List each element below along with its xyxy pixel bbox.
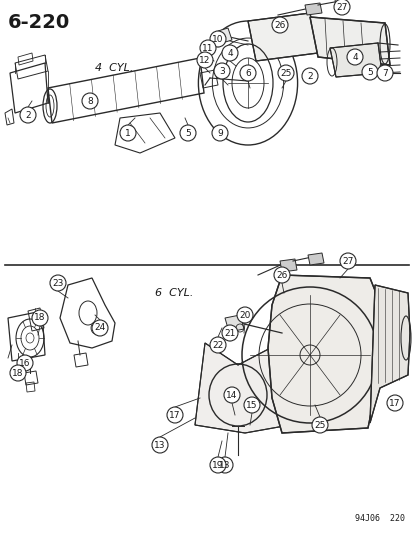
Circle shape [216,457,233,473]
Circle shape [92,320,108,336]
Text: 5: 5 [366,68,372,77]
Polygon shape [247,13,317,61]
Polygon shape [224,315,243,332]
Ellipse shape [233,391,242,399]
Circle shape [20,107,36,123]
Circle shape [82,93,98,109]
Text: 13: 13 [154,440,165,449]
Circle shape [32,310,48,326]
Circle shape [221,45,237,61]
Circle shape [211,125,228,141]
Text: 14: 14 [226,391,237,400]
Circle shape [301,68,317,84]
Text: 18: 18 [12,368,24,377]
Text: 24: 24 [94,324,105,333]
Text: 19: 19 [212,461,223,470]
Polygon shape [334,0,345,8]
Circle shape [209,337,225,353]
Circle shape [240,65,255,81]
Circle shape [120,125,136,141]
Text: 8: 8 [87,96,93,106]
Polygon shape [369,285,409,423]
Polygon shape [307,253,323,265]
Text: 16: 16 [19,359,31,367]
Text: 18: 18 [34,313,46,322]
Circle shape [361,64,377,80]
Text: 10: 10 [212,35,223,44]
Text: 2: 2 [306,71,312,80]
Circle shape [166,407,183,423]
Text: 6-220: 6-220 [8,13,70,32]
Circle shape [17,355,33,371]
Circle shape [10,365,26,381]
Polygon shape [195,343,289,433]
Circle shape [339,253,355,269]
Circle shape [199,40,216,56]
Circle shape [180,125,195,141]
Text: 4: 4 [351,52,357,61]
Circle shape [333,0,349,15]
Text: 4: 4 [227,49,232,58]
Text: 15: 15 [246,400,257,409]
Text: 25: 25 [313,421,325,430]
Polygon shape [304,3,321,15]
Circle shape [236,307,252,323]
Text: 6  CYL.: 6 CYL. [154,288,193,298]
Circle shape [214,63,230,79]
Text: 21: 21 [224,328,235,337]
Text: 6: 6 [244,69,250,77]
Text: 94J06  220: 94J06 220 [354,514,404,523]
Circle shape [152,437,168,453]
Text: 26: 26 [275,271,287,279]
Circle shape [386,395,402,411]
Circle shape [50,275,66,291]
Circle shape [271,17,287,33]
Text: 4  CYL.: 4 CYL. [95,63,133,73]
Text: 17: 17 [169,410,180,419]
Circle shape [346,49,362,65]
Text: 1: 1 [125,128,131,138]
Polygon shape [329,43,381,77]
Circle shape [376,65,392,81]
Text: 3: 3 [218,67,224,76]
Text: 12: 12 [199,55,210,64]
Text: 27: 27 [335,3,347,12]
Text: 23: 23 [52,279,64,287]
Circle shape [197,52,212,68]
Text: 5: 5 [185,128,190,138]
Text: 2: 2 [25,110,31,119]
Polygon shape [267,275,381,433]
Text: 22: 22 [212,341,223,350]
Text: 7: 7 [381,69,387,77]
Circle shape [221,325,237,341]
Circle shape [277,65,293,81]
Text: 17: 17 [388,399,400,408]
Text: 20: 20 [239,311,250,319]
Text: 11: 11 [202,44,213,52]
Text: 9: 9 [216,128,222,138]
Circle shape [209,31,225,47]
Polygon shape [309,17,389,65]
Text: 27: 27 [342,256,353,265]
Text: 26: 26 [274,20,285,29]
Polygon shape [218,28,231,43]
Circle shape [311,417,327,433]
Circle shape [273,267,289,283]
Text: 25: 25 [280,69,291,77]
Circle shape [223,387,240,403]
Circle shape [243,397,259,413]
Polygon shape [279,259,296,272]
Circle shape [209,457,225,473]
Text: 13: 13 [219,461,230,470]
